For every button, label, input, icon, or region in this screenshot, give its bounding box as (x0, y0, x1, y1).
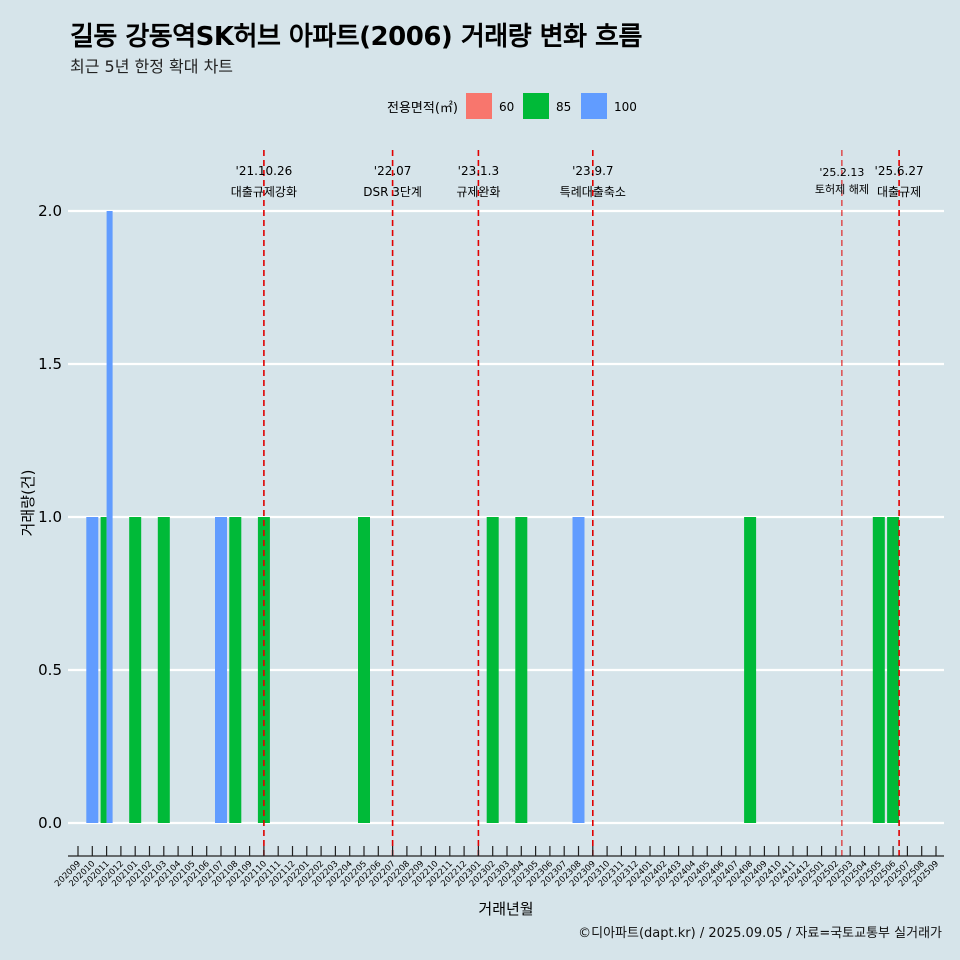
bar-202308-100 (572, 517, 585, 823)
event-label: 규제완화 (456, 185, 500, 199)
legend-label-85: 85 (556, 100, 571, 114)
legend-swatch-100 (581, 93, 607, 119)
event-lines: '21.10.26 대출규제강화 '22.07 DSR 3단계 '23.1.3 규제완화 '… (231, 150, 924, 856)
chart-title: 길동 강동역SK허브 아파트(2006) 거래량 변화 흐름 (70, 22, 642, 52)
bar-202101-85 (129, 517, 142, 823)
legend-label-100: 100 (614, 100, 637, 114)
event-date: '23.9.7 (572, 164, 613, 178)
bar-202011-100 (106, 211, 113, 823)
bar-202408-85 (744, 517, 757, 823)
x-axis-title: 거래년월 (478, 900, 533, 918)
chart-caption: ©디아파트(dapt.kr) / 2025.09.05 / 자료=국토교통부 실… (578, 926, 942, 941)
bars (86, 211, 900, 823)
event-label: 대출규제 (877, 185, 921, 199)
event-label: 토허제 해제 (815, 182, 869, 196)
y-tick-label: 0.0 (38, 814, 62, 832)
bar-202506-85 (887, 517, 900, 823)
legend-title: 전용면적(㎡) (387, 101, 458, 116)
bar-202107-100 (215, 517, 227, 823)
event-label: 대출규제강화 (231, 185, 297, 199)
y-tick-label: 1.0 (38, 508, 62, 526)
bar-202205-85 (358, 517, 370, 823)
legend-swatch-85 (523, 93, 549, 119)
legend-swatch-60 (466, 93, 492, 119)
bar-202108-85 (229, 517, 242, 823)
chart-subtitle: 최근 5년 한정 확대 차트 (70, 57, 234, 76)
event-date: '21.10.26 (236, 164, 293, 178)
y-tick-label: 2.0 (38, 202, 62, 220)
event-date: '23.1.3 (458, 164, 499, 178)
x-axis: 2020092020102020112020122021012021022021… (53, 846, 944, 889)
bar-202011-85 (100, 517, 107, 823)
event-label: 특례대출축소 (560, 185, 626, 199)
legend: 전용면적(㎡) 60 85 100 (387, 93, 637, 119)
bar-202304-85 (515, 517, 528, 823)
bar-202302-85 (486, 517, 499, 823)
event-date: '22.07 (374, 164, 412, 178)
bar-202505-85 (872, 517, 885, 823)
y-axis-title: 거래량(건) (19, 470, 37, 537)
legend-label-60: 60 (499, 100, 514, 114)
bar-202103-85 (157, 517, 170, 823)
event-label: DSR 3단계 (363, 185, 422, 199)
y-tick-label: 0.5 (38, 661, 62, 679)
gridlines (68, 209, 944, 825)
event-date: '25.2.13 (819, 166, 864, 179)
y-axis-ticks: 0.0 0.5 1.0 1.5 2.0 (38, 202, 62, 832)
y-tick-label: 1.5 (38, 355, 62, 373)
event-date: '25.6.27 (875, 164, 924, 178)
bar-202010-100 (86, 517, 99, 823)
